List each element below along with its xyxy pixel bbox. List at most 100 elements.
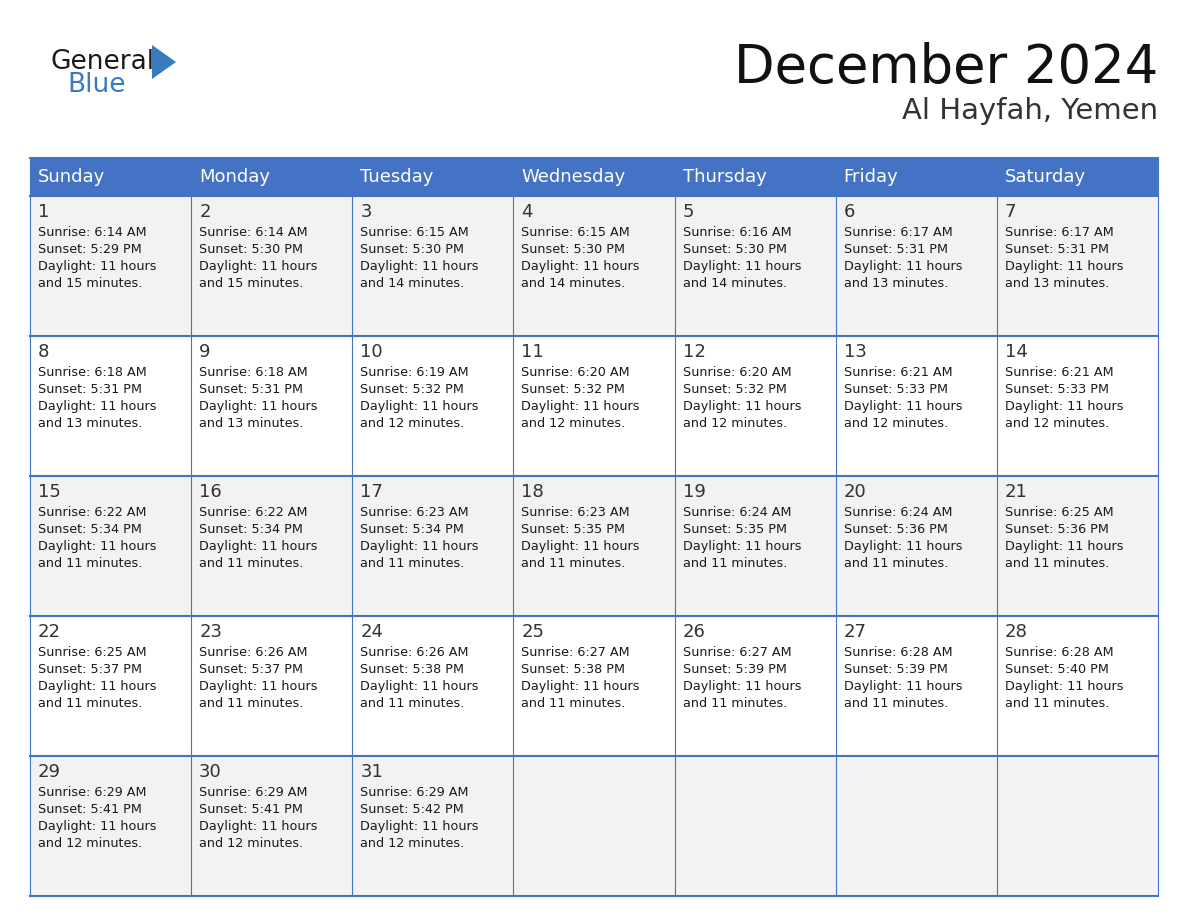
Text: Sunset: 5:31 PM: Sunset: 5:31 PM [200, 383, 303, 396]
Text: Sunset: 5:32 PM: Sunset: 5:32 PM [683, 383, 786, 396]
Text: Daylight: 11 hours: Daylight: 11 hours [843, 680, 962, 693]
Text: and 11 minutes.: and 11 minutes. [360, 697, 465, 710]
Text: Sunset: 5:31 PM: Sunset: 5:31 PM [843, 243, 948, 256]
Text: and 14 minutes.: and 14 minutes. [360, 277, 465, 290]
Text: and 12 minutes.: and 12 minutes. [683, 417, 786, 430]
Text: and 13 minutes.: and 13 minutes. [1005, 277, 1110, 290]
Text: Sunset: 5:36 PM: Sunset: 5:36 PM [1005, 523, 1108, 536]
Text: Thursday: Thursday [683, 168, 766, 186]
Text: 25: 25 [522, 623, 544, 641]
Text: Daylight: 11 hours: Daylight: 11 hours [38, 400, 157, 413]
Text: Daylight: 11 hours: Daylight: 11 hours [683, 260, 801, 273]
Text: Sunrise: 6:18 AM: Sunrise: 6:18 AM [38, 366, 147, 379]
Text: 31: 31 [360, 763, 384, 781]
Text: Sunset: 5:32 PM: Sunset: 5:32 PM [522, 383, 625, 396]
Text: Sunset: 5:35 PM: Sunset: 5:35 PM [683, 523, 786, 536]
Text: General: General [50, 49, 154, 75]
Text: and 11 minutes.: and 11 minutes. [360, 557, 465, 570]
Text: Sunset: 5:37 PM: Sunset: 5:37 PM [200, 663, 303, 676]
Text: Friday: Friday [843, 168, 898, 186]
Text: Sunrise: 6:29 AM: Sunrise: 6:29 AM [200, 786, 308, 799]
Text: and 13 minutes.: and 13 minutes. [843, 277, 948, 290]
Bar [30, 336, 1158, 476]
Text: Sunrise: 6:15 AM: Sunrise: 6:15 AM [360, 226, 469, 239]
Text: Daylight: 11 hours: Daylight: 11 hours [1005, 260, 1124, 273]
Text: and 12 minutes.: and 12 minutes. [522, 417, 626, 430]
Text: and 15 minutes.: and 15 minutes. [38, 277, 143, 290]
Text: Sunrise: 6:21 AM: Sunrise: 6:21 AM [843, 366, 953, 379]
Text: Al Hayfah, Yemen: Al Hayfah, Yemen [902, 97, 1158, 125]
Text: 14: 14 [1005, 343, 1028, 361]
Text: Sunset: 5:30 PM: Sunset: 5:30 PM [522, 243, 625, 256]
Text: 12: 12 [683, 343, 706, 361]
Text: 2: 2 [200, 203, 210, 221]
Text: Daylight: 11 hours: Daylight: 11 hours [360, 540, 479, 553]
Text: Sunrise: 6:20 AM: Sunrise: 6:20 AM [522, 366, 630, 379]
Text: Daylight: 11 hours: Daylight: 11 hours [522, 680, 640, 693]
Text: Sunrise: 6:22 AM: Sunrise: 6:22 AM [38, 506, 146, 519]
Text: Sunset: 5:30 PM: Sunset: 5:30 PM [360, 243, 465, 256]
Text: and 12 minutes.: and 12 minutes. [360, 417, 465, 430]
Text: 10: 10 [360, 343, 383, 361]
Text: and 11 minutes.: and 11 minutes. [38, 697, 143, 710]
Text: Sunday: Sunday [38, 168, 106, 186]
Text: Daylight: 11 hours: Daylight: 11 hours [200, 540, 317, 553]
Polygon shape [152, 45, 176, 79]
Text: Sunrise: 6:14 AM: Sunrise: 6:14 AM [200, 226, 308, 239]
Text: Sunrise: 6:19 AM: Sunrise: 6:19 AM [360, 366, 469, 379]
Text: and 11 minutes.: and 11 minutes. [683, 557, 786, 570]
Text: 19: 19 [683, 483, 706, 501]
Text: 22: 22 [38, 623, 61, 641]
Text: Sunrise: 6:15 AM: Sunrise: 6:15 AM [522, 226, 630, 239]
Text: Daylight: 11 hours: Daylight: 11 hours [38, 680, 157, 693]
Text: 16: 16 [200, 483, 222, 501]
Text: Daylight: 11 hours: Daylight: 11 hours [38, 260, 157, 273]
Text: and 11 minutes.: and 11 minutes. [843, 557, 948, 570]
Text: Sunrise: 6:14 AM: Sunrise: 6:14 AM [38, 226, 146, 239]
Text: Sunrise: 6:17 AM: Sunrise: 6:17 AM [843, 226, 953, 239]
Text: 24: 24 [360, 623, 384, 641]
Text: 11: 11 [522, 343, 544, 361]
Text: Sunrise: 6:28 AM: Sunrise: 6:28 AM [1005, 646, 1113, 659]
Text: and 13 minutes.: and 13 minutes. [200, 417, 303, 430]
Text: Sunrise: 6:26 AM: Sunrise: 6:26 AM [200, 646, 308, 659]
Text: 5: 5 [683, 203, 694, 221]
Text: Daylight: 11 hours: Daylight: 11 hours [1005, 400, 1124, 413]
Text: Sunrise: 6:21 AM: Sunrise: 6:21 AM [1005, 366, 1113, 379]
Text: 30: 30 [200, 763, 222, 781]
Text: and 11 minutes.: and 11 minutes. [1005, 557, 1110, 570]
Text: Sunrise: 6:27 AM: Sunrise: 6:27 AM [522, 646, 630, 659]
Text: Monday: Monday [200, 168, 270, 186]
Text: and 11 minutes.: and 11 minutes. [843, 697, 948, 710]
Text: Sunset: 5:39 PM: Sunset: 5:39 PM [683, 663, 786, 676]
Text: Sunset: 5:30 PM: Sunset: 5:30 PM [200, 243, 303, 256]
Text: Sunrise: 6:24 AM: Sunrise: 6:24 AM [683, 506, 791, 519]
Bar [30, 196, 1158, 336]
Text: Sunset: 5:33 PM: Sunset: 5:33 PM [843, 383, 948, 396]
Text: Sunrise: 6:29 AM: Sunrise: 6:29 AM [360, 786, 469, 799]
Text: Sunrise: 6:22 AM: Sunrise: 6:22 AM [200, 506, 308, 519]
Text: and 14 minutes.: and 14 minutes. [522, 277, 626, 290]
Text: and 11 minutes.: and 11 minutes. [38, 557, 143, 570]
Text: Sunrise: 6:23 AM: Sunrise: 6:23 AM [360, 506, 469, 519]
Text: 8: 8 [38, 343, 50, 361]
Text: Blue: Blue [67, 72, 126, 98]
Text: 26: 26 [683, 623, 706, 641]
Text: Sunrise: 6:23 AM: Sunrise: 6:23 AM [522, 506, 630, 519]
Text: Sunrise: 6:24 AM: Sunrise: 6:24 AM [843, 506, 953, 519]
Text: and 13 minutes.: and 13 minutes. [38, 417, 143, 430]
Text: 17: 17 [360, 483, 384, 501]
Text: Sunrise: 6:25 AM: Sunrise: 6:25 AM [38, 646, 146, 659]
Text: Sunset: 5:41 PM: Sunset: 5:41 PM [38, 803, 141, 816]
Text: Daylight: 11 hours: Daylight: 11 hours [522, 260, 640, 273]
Text: 28: 28 [1005, 623, 1028, 641]
Text: Sunset: 5:41 PM: Sunset: 5:41 PM [200, 803, 303, 816]
Text: Daylight: 11 hours: Daylight: 11 hours [1005, 680, 1124, 693]
Text: 13: 13 [843, 343, 866, 361]
Text: Sunset: 5:29 PM: Sunset: 5:29 PM [38, 243, 141, 256]
Text: Sunrise: 6:27 AM: Sunrise: 6:27 AM [683, 646, 791, 659]
Text: December 2024: December 2024 [734, 42, 1158, 94]
Text: Sunset: 5:38 PM: Sunset: 5:38 PM [522, 663, 625, 676]
Text: Sunset: 5:34 PM: Sunset: 5:34 PM [360, 523, 465, 536]
Text: 21: 21 [1005, 483, 1028, 501]
